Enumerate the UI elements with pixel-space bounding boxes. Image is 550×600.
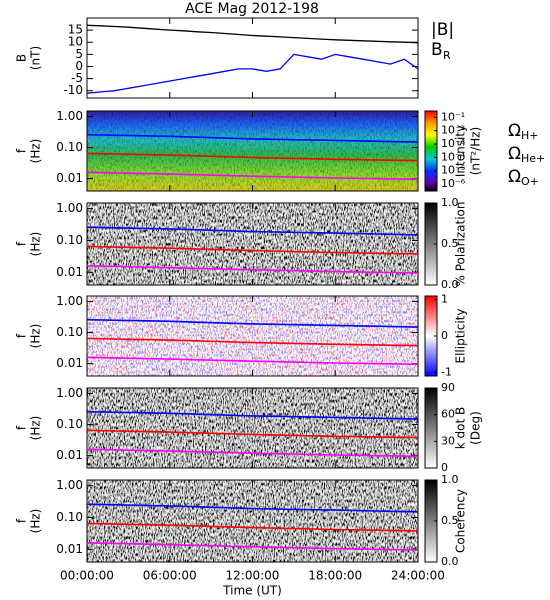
y-axis-label: (Hz) — [29, 416, 43, 441]
x-tick-label: 12:00:00 — [226, 569, 280, 583]
y-tick-label: 0.10 — [56, 510, 83, 524]
colorbar-tick-label: 1.0 — [441, 196, 459, 209]
colorbar-tick-label: 10⁻⁴ — [441, 150, 466, 163]
colorbar-tick-label: 0.0 — [441, 555, 459, 568]
y-tick-label: 1.00 — [56, 109, 83, 123]
colorbar-tick-label: 0.5 — [441, 237, 459, 250]
y-tick-label: 0 — [75, 59, 83, 73]
x-tick-label: 24:00:00 — [391, 569, 445, 583]
y-tick-label: -5 — [71, 71, 83, 85]
y-tick-label: 10 — [68, 35, 83, 49]
series-line — [86, 410, 419, 420]
series-line — [86, 152, 419, 162]
colorbar-label: Coherency — [454, 489, 468, 553]
colorbar-tick-label: 10⁻⁶ — [441, 177, 466, 190]
y-axis-label: (Hz) — [29, 139, 43, 164]
y-axis-label: f — [15, 333, 29, 338]
colorbar-label: k dot B — [454, 407, 468, 449]
colorbar-label: Intensity — [454, 125, 468, 177]
y-axis-label: (Hz) — [29, 509, 43, 534]
y-tick-label: 1.00 — [56, 478, 83, 492]
series-line — [86, 337, 419, 347]
y-axis-label: (nT) — [29, 46, 43, 70]
y-axis-label: f — [15, 241, 29, 246]
colorbar-tick-label: 0 — [441, 329, 448, 342]
x-tick-label: 00:00:00 — [60, 569, 114, 583]
y-tick-label: 5 — [75, 47, 83, 61]
y-axis-label: (Hz) — [29, 324, 43, 349]
y-tick-label: 0.01 — [56, 265, 83, 279]
colorbar-tick-label: 10⁻² — [441, 124, 465, 137]
y-tick-label: 0.01 — [56, 542, 83, 556]
colorbar-label: Ellipticity — [454, 309, 468, 364]
series-line — [86, 448, 419, 458]
chart-title: ACE Mag 2012-198 — [185, 1, 319, 17]
y-axis-label: B — [15, 54, 29, 62]
legend-label: |B| — [431, 20, 454, 40]
y-tick-label: 0.10 — [56, 233, 83, 247]
y-tick-label: 0.10 — [56, 417, 83, 431]
legend-subscript: O+ — [521, 175, 539, 188]
colorbar-tick-label: 1.0 — [441, 473, 459, 486]
series-line — [86, 318, 419, 328]
y-tick-label: 15 — [68, 23, 83, 37]
y-axis-label: f — [15, 425, 29, 430]
legend-subscript: He+ — [521, 152, 545, 165]
colorbar-tick-label: 0.0 — [441, 278, 459, 291]
colorbar-tick-label: 10⁻⁵ — [441, 164, 465, 177]
legend-label: B — [431, 40, 443, 60]
colorbar-tick-label: 30 — [441, 434, 455, 447]
legend-label: Ω — [508, 167, 521, 187]
colorbar — [424, 110, 438, 192]
colorbar-tick-label: 1 — [441, 293, 448, 306]
legend-label: Ω — [508, 144, 521, 164]
series-line — [86, 245, 419, 255]
colorbar-tick-label: 10⁻³ — [441, 137, 465, 150]
x-tick-label: 06:00:00 — [143, 569, 197, 583]
series-line — [86, 356, 419, 366]
series-line — [86, 133, 419, 143]
series-line — [86, 542, 419, 551]
colorbar-label: (nT²/Hz) — [469, 127, 483, 175]
series-line — [86, 226, 419, 236]
y-tick-label: 1.00 — [56, 201, 83, 215]
y-tick-label: -10 — [63, 83, 83, 97]
legend-subscript: R — [443, 49, 451, 62]
colorbar-tick-label: 10⁻¹ — [441, 110, 465, 123]
y-axis-label: f — [15, 148, 29, 153]
y-tick-label: 0.01 — [56, 448, 83, 462]
series-line — [86, 522, 419, 532]
colorbar-tick-label: 60 — [441, 408, 455, 421]
y-tick-label: 0.10 — [56, 140, 83, 154]
y-axis-label: f — [15, 518, 29, 523]
y-tick-label: 0.01 — [56, 356, 83, 370]
x-axis-label: Time (UT) — [222, 584, 282, 598]
colorbar-tick-label: 0 — [441, 461, 448, 474]
series-line — [86, 171, 419, 181]
legend-label: Ω — [508, 121, 521, 141]
series-line — [86, 265, 419, 274]
y-tick-label: 0.01 — [56, 171, 83, 185]
series-line — [86, 53, 419, 94]
plot-frame — [86, 17, 419, 99]
legend-subscript: H+ — [521, 129, 539, 142]
series-line — [86, 503, 419, 513]
colorbar-tick-label: -1 — [441, 365, 452, 378]
series-line — [86, 24, 419, 44]
colorbar-tick-label: 0.5 — [441, 514, 459, 527]
y-tick-label: 1.00 — [56, 386, 83, 400]
colorbar — [424, 387, 438, 469]
series-line — [86, 429, 419, 439]
y-tick-label: 0.10 — [56, 325, 83, 339]
colorbar-label: % Polarization — [454, 202, 468, 287]
y-axis-label: (Hz) — [29, 232, 43, 257]
colorbar-tick-label: 90 — [441, 381, 455, 394]
colorbar-label: (Deg) — [469, 411, 483, 445]
x-tick-label: 18:00:00 — [308, 569, 362, 583]
y-tick-label: 1.00 — [56, 294, 83, 308]
